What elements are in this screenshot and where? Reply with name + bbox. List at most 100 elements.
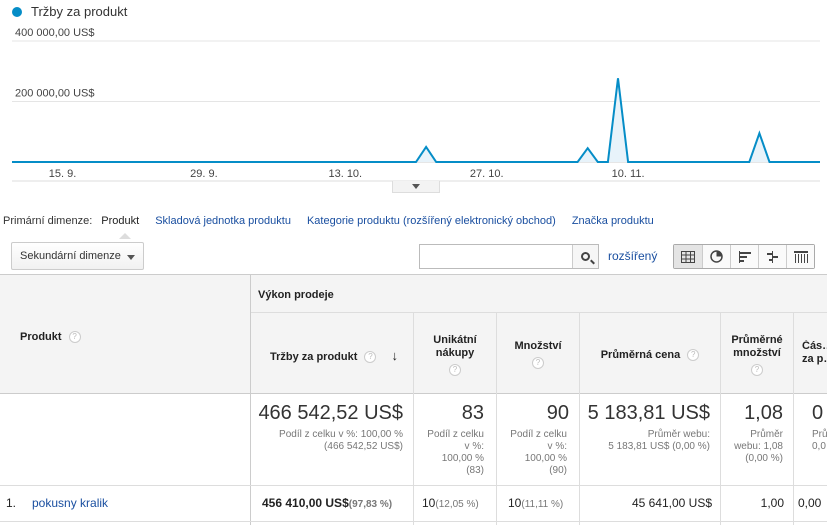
y-tick-label: 400 000,00 US$ xyxy=(15,27,95,39)
dimension-category-link[interactable]: Kategorie produktu (rozšířený elektronic… xyxy=(306,215,556,227)
series-line xyxy=(12,78,820,163)
y-axis-labels: 400 000,00 US$ 200 000,00 US$ xyxy=(15,27,95,100)
help-icon[interactable]: ? xyxy=(364,351,377,364)
x-tick-label: 29. 9. xyxy=(190,168,218,180)
share-line: v %: xyxy=(547,441,567,452)
site-avg-line: webu: 1,08 xyxy=(734,441,783,452)
dimension-brand-link[interactable]: Značka produktu xyxy=(571,215,654,227)
total-quantity-share: Podíl z celku v %: 100,00 % (90) xyxy=(497,429,579,477)
col-purchases-title: Unikátní nákupy xyxy=(433,334,477,359)
table-grid-icon xyxy=(681,250,695,263)
bar-list-icon xyxy=(738,250,751,263)
x-tick-label: 13. 10. xyxy=(328,168,362,180)
secondary-dimension-dropdown[interactable]: Sekundární dimenze xyxy=(11,242,144,270)
advanced-filter-link[interactable]: rozšířený xyxy=(608,249,658,263)
x-axis-labels: 15. 9. 29. 9. 13. 10. 27. 10. 10. 11. xyxy=(49,168,645,180)
total-revenue: 466 542,52 US$ xyxy=(258,402,403,424)
col-product-title: Produkt xyxy=(20,331,62,343)
help-icon[interactable]: ? xyxy=(687,349,700,362)
total-quantity: 90 xyxy=(546,402,569,424)
view-pie-button[interactable] xyxy=(702,245,730,268)
col-avgqty-title: Průměrné množství xyxy=(731,334,783,359)
total-purchases: 83 xyxy=(461,402,484,424)
share-line: 100,00 % xyxy=(524,453,567,464)
y-tick-label: 200 000,00 US$ xyxy=(15,88,95,100)
help-icon[interactable]: ? xyxy=(532,357,544,369)
total-last-site: Prů… 0,0… xyxy=(812,429,827,453)
view-pivot-button[interactable] xyxy=(786,245,814,268)
col-purchases-header[interactable]: Unikátní nákupy ? xyxy=(414,334,496,376)
share-line: v %: xyxy=(464,441,484,452)
legend-dot xyxy=(12,6,22,17)
col-last-header[interactable]: Čás… za p… xyxy=(802,340,827,365)
col-avgqty-header[interactable]: Průměrné množství ? xyxy=(721,334,793,376)
total-avg-quantity-site: Průměr webu: 1,08 (0,00 %) xyxy=(721,429,793,465)
view-performance-button[interactable] xyxy=(730,245,758,268)
site-avg-value: 5 183,81 US$ (0,00 %) xyxy=(608,441,710,452)
row-revenue: 456 410,00 US$(97,83 %) xyxy=(262,496,392,510)
help-icon[interactable]: ? xyxy=(449,364,461,376)
site-avg-line: Prů… xyxy=(812,429,827,440)
total-last: 0 xyxy=(812,402,824,424)
chart-collapse-toggle[interactable] xyxy=(392,181,440,193)
total-avg-price: 5 183,81 US$ xyxy=(587,402,710,424)
help-icon[interactable]: ? xyxy=(68,331,81,344)
col-revenue-header[interactable]: Tržby za produkt ? ↓ xyxy=(270,349,410,364)
col-revenue-title: Tržby za produkt xyxy=(270,351,358,363)
site-avg-line: 0,0… xyxy=(812,441,827,452)
total-avg-quantity: 1,08 xyxy=(744,402,783,424)
site-avg-line: (0,00 %) xyxy=(745,453,783,464)
share-line: (90) xyxy=(549,465,567,476)
share-line: Podíl z celku xyxy=(427,429,484,440)
search-icon xyxy=(581,252,590,261)
row-quantity-pct: (11,11 %) xyxy=(521,499,564,510)
row-purchases-value: 10 xyxy=(422,496,436,510)
col-price-title: Průměrná cena xyxy=(600,349,681,361)
dimension-product-active[interactable]: Produkt xyxy=(101,215,140,239)
row-avg-quantity: 1,00 xyxy=(760,496,784,510)
row-revenue-pct: (97,83 %) xyxy=(348,499,393,510)
site-avg-line: Průměr webu: xyxy=(647,429,710,440)
view-comparison-button[interactable] xyxy=(758,245,786,268)
total-revenue-share-line: Podíl z celku v %: 100,00 % xyxy=(279,429,403,440)
col-product-header[interactable]: Produkt ? xyxy=(20,331,81,344)
total-revenue-share-value: (466 542,52 US$) xyxy=(324,441,403,452)
table-search xyxy=(419,244,599,269)
row-avg-price: 45 641,00 US$ xyxy=(631,496,712,510)
total-avg-price-site: Průměr webu: 5 183,81 US$ (0,00 %) xyxy=(580,429,720,453)
search-button[interactable] xyxy=(572,245,598,268)
product-link[interactable]: pokusny kralik xyxy=(32,496,109,510)
view-switcher xyxy=(673,244,815,269)
row-quantity-value: 10 xyxy=(508,496,522,510)
col-quantity-header[interactable]: Množství ? xyxy=(497,340,579,369)
view-table-button[interactable] xyxy=(674,245,702,268)
primary-dimension-bar: Primární dimenze: Produkt Skladová jedno… xyxy=(3,215,670,239)
pivot-icon xyxy=(793,250,808,263)
series-area xyxy=(12,78,820,162)
chevron-down-icon xyxy=(412,184,420,189)
row-quantity: 10(11,11 %) xyxy=(508,496,563,510)
total-purchases-share: Podíl z celku v %: 100,00 % (83) xyxy=(414,429,496,477)
col-quantity-title: Množství xyxy=(514,340,562,352)
dimension-sku-link[interactable]: Skladová jednotka produktu xyxy=(155,215,291,227)
chart-legend: Tržby za produkt xyxy=(12,4,127,19)
table-search-input[interactable] xyxy=(420,245,573,268)
secondary-dimension-label: Sekundární dimenze xyxy=(20,250,121,262)
help-icon[interactable]: ? xyxy=(751,364,763,376)
legend-label: Tržby za produkt xyxy=(31,4,128,19)
row-index: 1. xyxy=(6,496,17,510)
share-line: Podíl z celku xyxy=(510,429,567,440)
sort-arrow-down-icon[interactable]: ↓ xyxy=(391,348,399,363)
revenue-chart: 400 000,00 US$ 200 000,00 US$ 15. 9. 29. 9… xyxy=(12,27,820,182)
row-purchases: 10(12,05 %) xyxy=(422,496,479,510)
col-price-header[interactable]: Průměrná cena ? xyxy=(580,349,720,362)
caret-down-icon xyxy=(127,255,135,260)
x-tick-label: 15. 9. xyxy=(49,168,77,180)
share-line: 100,00 % xyxy=(441,453,484,464)
chart-grid xyxy=(12,40,820,182)
total-revenue-share: Podíl z celku v %: 100,00 % (466 542,52 … xyxy=(251,429,413,453)
x-tick-label: 27. 10. xyxy=(470,168,504,180)
group-header: Výkon prodeje xyxy=(258,289,334,301)
row-last: 0,00 xyxy=(798,496,822,510)
row-purchases-pct: (12,05 %) xyxy=(435,499,479,510)
